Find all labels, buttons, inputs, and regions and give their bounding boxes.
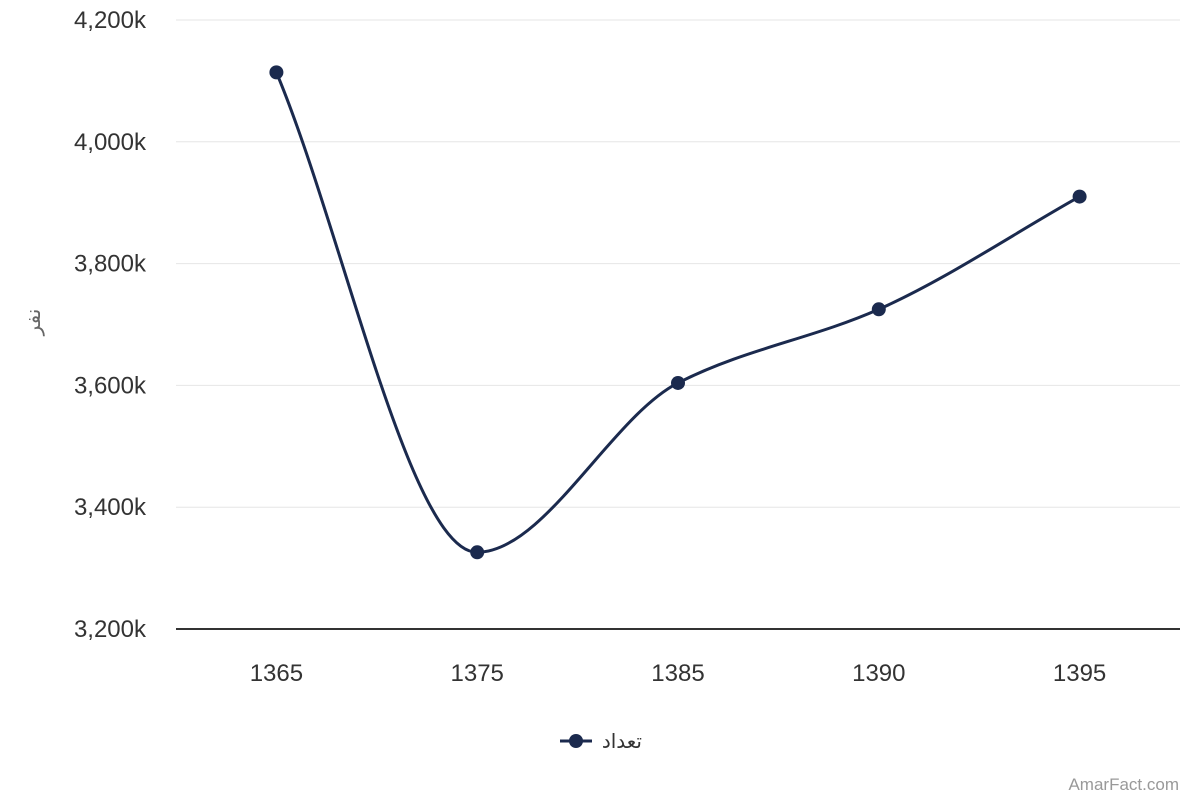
- data-point-1375[interactable]: [470, 545, 485, 560]
- data-point-1395[interactable]: [1072, 189, 1087, 204]
- y-tick-label: 3,400k: [74, 494, 147, 521]
- data-point-1365[interactable]: [269, 65, 284, 80]
- series-line: [274, 70, 1082, 554]
- y-tick-label: 3,600k: [74, 372, 147, 399]
- data-point-1385[interactable]: [671, 375, 685, 390]
- x-axis: 1365 1375 1385 1390 1395: [176, 628, 1180, 687]
- y-axis: 3,200k 3,400k 3,600k 3,800k 4,000k 4,200k: [74, 7, 147, 643]
- x-tick-label: 1390: [852, 660, 905, 687]
- legend-label: تعداد: [602, 729, 642, 753]
- y-axis-title: نفر: [23, 309, 45, 337]
- gridlines: [176, 19, 1180, 508]
- y-tick-label: 3,800k: [74, 251, 147, 278]
- series-layer: [269, 65, 1087, 560]
- x-tick-label: 1375: [451, 660, 504, 687]
- data-point-1390[interactable]: [871, 302, 886, 317]
- x-tick-label: 1365: [250, 660, 303, 687]
- x-tick-label: 1395: [1053, 660, 1106, 687]
- y-tick-label: 3,200k: [74, 616, 147, 643]
- y-tick-label: 4,000k: [74, 129, 147, 156]
- legend-marker: [569, 734, 583, 748]
- x-tick-label: 1385: [651, 660, 704, 687]
- legend[interactable]: تعداد: [560, 729, 642, 753]
- y-tick-label: 4,200k: [74, 7, 147, 34]
- credit-link[interactable]: AmarFact.com: [1068, 775, 1179, 794]
